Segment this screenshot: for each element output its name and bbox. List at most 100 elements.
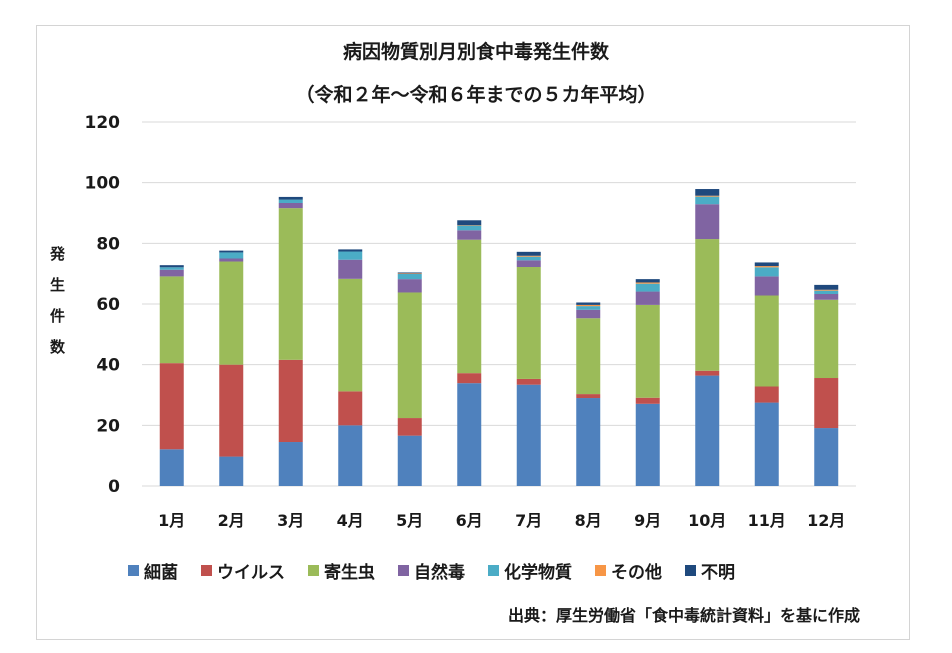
bar-segment xyxy=(159,269,184,277)
bar-stack xyxy=(159,265,184,486)
x-tick-label: 8月 xyxy=(575,511,602,530)
x-tick-label: 1月 xyxy=(158,511,185,530)
legend-swatch xyxy=(201,565,212,576)
bar-segment xyxy=(754,276,779,296)
bar-segment xyxy=(576,304,601,307)
bar-segment xyxy=(754,267,779,277)
y-axis-label-char: 生 xyxy=(50,276,66,294)
bar-segment xyxy=(397,418,422,436)
legend-label: その他 xyxy=(611,563,662,583)
y-tick-label: 120 xyxy=(85,113,121,133)
bar-segment xyxy=(219,261,244,365)
legend-label: 寄生虫 xyxy=(324,563,375,583)
bar-stack xyxy=(397,272,422,486)
bar-segment xyxy=(219,364,244,457)
chart-subtitle: （令和２年～令和６年までの５カ年平均） xyxy=(295,84,657,106)
bar-stack xyxy=(278,196,303,486)
bar-segment xyxy=(278,359,303,443)
legend-label: 自然毒 xyxy=(414,563,465,583)
x-tick-label: 5月 xyxy=(396,511,423,530)
bar-segment xyxy=(516,256,541,261)
bar-segment xyxy=(219,252,244,259)
legend-item: 細菌 xyxy=(128,558,178,583)
bar-segment xyxy=(695,189,720,196)
bar-segment xyxy=(635,283,660,292)
bar-segment xyxy=(219,258,244,262)
bar-segment xyxy=(338,278,363,392)
y-tick-label: 80 xyxy=(96,234,120,254)
bar-segment xyxy=(516,260,541,267)
legend-swatch xyxy=(685,565,696,576)
bar-segment xyxy=(516,266,541,379)
bar-segment xyxy=(516,378,541,385)
x-tick-label: 6月 xyxy=(456,511,483,530)
bar-segment xyxy=(278,202,303,209)
bar-segment xyxy=(576,318,601,395)
y-axis-ticks: 0 20 40 60 80 100 120 xyxy=(85,113,121,497)
legend: 細菌 ウイルス 寄生虫 自然毒 化学物質 その他 不明 xyxy=(128,558,758,583)
bar-stack xyxy=(516,251,541,486)
bar-segment xyxy=(219,456,244,486)
bar-segment xyxy=(576,394,601,399)
y-axis-label-char: 数 xyxy=(50,338,66,356)
bar-segment xyxy=(814,293,839,300)
x-tick-label: 11月 xyxy=(748,511,786,530)
bar-segment xyxy=(338,259,363,279)
legend-swatch xyxy=(488,565,499,576)
x-tick-label: 7月 xyxy=(515,511,542,530)
legend-swatch xyxy=(308,565,319,576)
x-tick-label: 10月 xyxy=(688,511,726,530)
y-tick-label: 40 xyxy=(96,356,120,376)
bar-segment xyxy=(159,267,184,270)
bar-segment xyxy=(576,302,601,305)
bar-segment xyxy=(754,386,779,403)
y-axis-label-char: 発 xyxy=(50,245,66,263)
legend-label: 化学物質 xyxy=(504,563,572,583)
bar-segment xyxy=(576,398,601,486)
bar-segment xyxy=(338,251,363,260)
bar-segment xyxy=(457,383,482,486)
gridlines xyxy=(142,121,856,487)
legend-swatch xyxy=(595,565,606,576)
bar-stack xyxy=(576,302,601,486)
bar-stack xyxy=(635,279,660,486)
y-tick-label: 60 xyxy=(96,295,120,315)
bar-segment xyxy=(814,428,839,486)
legend-item: ウイルス xyxy=(201,558,285,583)
bar-stack xyxy=(338,249,363,486)
bar-stack xyxy=(457,220,482,486)
x-tick-label: 4月 xyxy=(337,511,364,530)
bar-segment xyxy=(814,284,839,290)
bar-segment xyxy=(635,304,660,398)
bar-segment xyxy=(814,290,839,294)
source-note: 出典：厚生労働省「食中毒統計資料」を基に作成 xyxy=(507,606,860,625)
legend-item: 化学物質 xyxy=(488,558,572,583)
bar-segment xyxy=(457,230,482,240)
bar-stack xyxy=(754,262,779,486)
bar-segment xyxy=(159,265,184,268)
bar-segment xyxy=(695,370,720,376)
x-axis-ticks: 1月 2月 3月 4月 5月 6月 7月 8月 9月 10月 11月 12月 xyxy=(158,511,845,530)
bar-segment xyxy=(397,292,422,419)
bar-segment xyxy=(814,378,839,429)
bar-segment xyxy=(397,279,422,293)
y-tick-label: 100 xyxy=(85,174,121,194)
bar-segment xyxy=(397,435,422,486)
bar-segment xyxy=(457,225,482,231)
bar-segment xyxy=(457,373,482,384)
bar-segment xyxy=(457,225,482,226)
x-tick-label: 9月 xyxy=(634,511,661,530)
bar-segment xyxy=(219,250,244,253)
bars xyxy=(159,189,839,486)
bar-segment xyxy=(278,199,303,203)
bar-segment xyxy=(635,403,660,486)
legend-label: ウイルス xyxy=(217,563,285,583)
bar-segment xyxy=(159,276,184,364)
bar-segment xyxy=(814,289,839,291)
legend-item: 不明 xyxy=(685,558,735,583)
bar-segment xyxy=(457,239,482,374)
bar-segment xyxy=(397,273,422,280)
chart-title: 病因物質別月別食中毒発生件数 xyxy=(342,41,609,63)
bar-segment xyxy=(338,425,363,486)
